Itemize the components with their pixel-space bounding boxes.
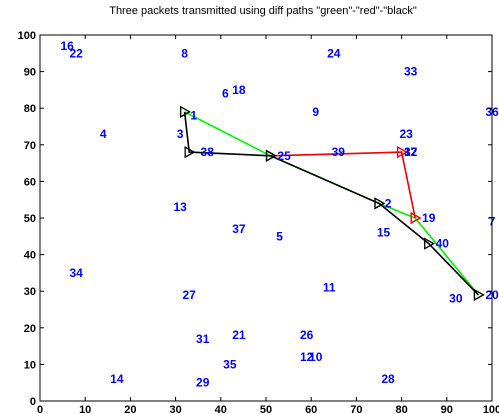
path-red-marker (396, 146, 408, 159)
path-black-marker (179, 105, 191, 118)
y-tick-label: 0 (30, 396, 36, 408)
y-tick-label: 10 (24, 359, 36, 371)
x-tick-label: 70 (350, 404, 362, 414)
node-label-8: 8 (181, 46, 188, 60)
node-label-27: 27 (182, 288, 196, 302)
node-label-35: 35 (223, 357, 237, 371)
node-label-14: 14 (110, 372, 124, 386)
node-label-15: 15 (377, 226, 391, 240)
node-label-23: 23 (399, 127, 413, 141)
node-label-18: 18 (232, 83, 246, 97)
node-label-37: 37 (232, 222, 246, 236)
node-label-19: 19 (422, 211, 436, 225)
ticks-layer: 0 10 20 30 40 50 60 70 80 90 100 0 10 20 30 40 50 60 70 80 9… (18, 30, 499, 414)
paths-layer (179, 105, 485, 301)
node-label-29: 29 (196, 376, 210, 390)
x-tick-label: 30 (169, 404, 181, 414)
node-label-40: 40 (436, 237, 450, 251)
y-tick-label: 20 (24, 323, 36, 335)
y-tick-label: 90 (24, 67, 36, 79)
path-black (183, 111, 479, 296)
node-label-17: 17 (404, 145, 418, 159)
y-tick-label: 60 (24, 176, 36, 188)
y-tick-label: 30 (24, 286, 36, 298)
path-black-marker (473, 288, 485, 301)
y-tick-label: 70 (24, 140, 36, 152)
x-tick-label: 60 (305, 404, 317, 414)
node-label-22: 22 (69, 46, 83, 60)
x-tick-label: 40 (215, 404, 227, 414)
y-tick-label: 80 (24, 103, 36, 115)
node-label-30: 30 (449, 292, 463, 306)
node-label-24: 24 (327, 46, 341, 60)
node-label-3: 3 (177, 127, 184, 141)
node-label-6: 6 (222, 87, 229, 101)
path-red (270, 151, 416, 219)
node-label-12: 12 (300, 350, 314, 364)
node-label-16: 16 (60, 39, 74, 53)
x-tick-label: 100 (483, 404, 499, 414)
path-black-marker (265, 149, 277, 162)
x-tick-label: 80 (395, 404, 407, 414)
path-red-marker (410, 211, 422, 225)
y-tick-label: 40 (24, 250, 36, 262)
node-label-21: 21 (232, 328, 246, 342)
chart-title: Three packets transmitted using diff pat… (109, 5, 417, 17)
node-label-1: 1 (190, 109, 197, 123)
path-black-marker (184, 146, 196, 159)
node-label-4: 4 (100, 127, 107, 141)
y-tick-label: 50 (24, 213, 36, 225)
y-tick-label: 100 (18, 30, 36, 42)
node-label-11: 11 (323, 281, 336, 295)
node-label-13: 13 (173, 200, 187, 214)
node-label-2: 2 (385, 196, 392, 210)
x-tick-label: 20 (124, 404, 136, 414)
x-tick-label: 0 (37, 404, 43, 414)
x-tick-label: 10 (79, 404, 91, 414)
node-label-9: 9 (312, 105, 319, 119)
x-tick-label: 50 (260, 404, 272, 414)
path-black-marker (424, 237, 436, 250)
node-label-33: 33 (404, 65, 418, 79)
node-label-10: 10 (309, 350, 323, 364)
node-label-26: 26 (300, 328, 314, 342)
node-label-34: 34 (69, 266, 83, 280)
node-label-25: 25 (277, 149, 291, 163)
node-label-32: 32 (404, 145, 418, 159)
path-black-marker (374, 197, 386, 210)
x-tick-label: 90 (441, 404, 453, 414)
node-label-39: 39 (332, 145, 346, 159)
node-label-5: 5 (276, 229, 283, 243)
node-label-38: 38 (201, 145, 215, 159)
node-label-28: 28 (381, 372, 395, 386)
node-label-31: 31 (196, 332, 210, 346)
